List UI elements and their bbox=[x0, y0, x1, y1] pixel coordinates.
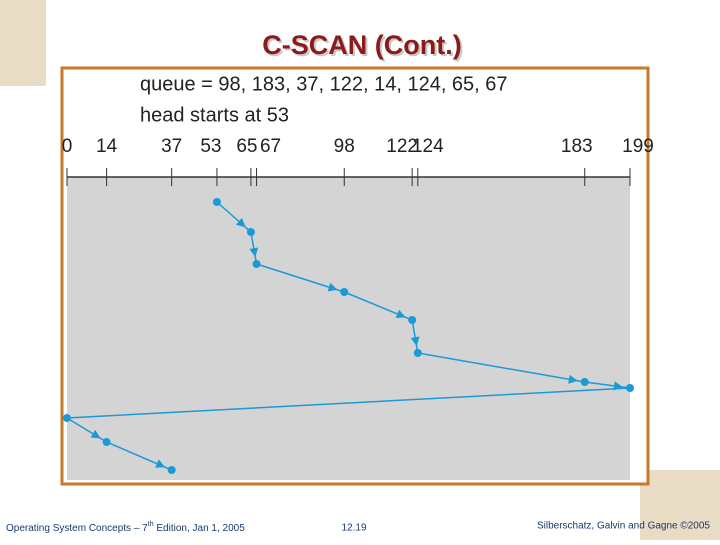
footer-left-sup: th bbox=[148, 521, 154, 528]
tick-label: 124 bbox=[412, 136, 444, 157]
tick-label: 122 bbox=[386, 136, 418, 157]
head-stop bbox=[63, 414, 71, 422]
footer-left-main: Operating System Concepts – 7 bbox=[6, 523, 148, 534]
footer-center: 12.19 bbox=[341, 523, 366, 534]
tick-label: 67 bbox=[260, 136, 281, 157]
head-stop bbox=[252, 260, 261, 268]
title-shadow: C-SCAN (Cont.) bbox=[264, 32, 463, 62]
footer-right: Silberschatz, Galvin and Gagne ©2005 bbox=[537, 521, 710, 532]
arrow-head bbox=[568, 374, 578, 384]
footer-left: Operating System Concepts – 7th Edition,… bbox=[6, 521, 245, 534]
head-stop bbox=[102, 438, 111, 446]
head-stop bbox=[580, 378, 589, 386]
head-stop bbox=[212, 198, 221, 206]
tick-label: 98 bbox=[334, 136, 355, 157]
head-stop bbox=[408, 316, 417, 324]
head-label: head starts at 53 bbox=[140, 104, 289, 126]
head-stop bbox=[413, 349, 422, 357]
figure-area bbox=[67, 177, 630, 480]
tick-label: 65 bbox=[236, 136, 257, 157]
tick-label: 14 bbox=[96, 136, 118, 157]
tick-label: 183 bbox=[561, 136, 593, 157]
head-stop bbox=[340, 288, 349, 296]
queue-label: queue = 98, 183, 37, 122, 14, 124, 65, 6… bbox=[140, 73, 508, 95]
tick-label: 53 bbox=[200, 136, 221, 157]
arrow-head bbox=[613, 381, 624, 391]
arrow-head bbox=[90, 429, 101, 439]
head-stop bbox=[626, 384, 634, 392]
arrow-head bbox=[235, 218, 246, 228]
tick-label: 37 bbox=[161, 136, 182, 157]
arrow-head bbox=[395, 309, 406, 319]
title: C-SCAN (Cont.) bbox=[262, 30, 461, 60]
corner-image bbox=[640, 470, 720, 540]
arrow-head bbox=[249, 247, 259, 258]
head-stop bbox=[167, 466, 176, 474]
arrow-head bbox=[155, 459, 166, 468]
arrow-head bbox=[327, 282, 338, 292]
corner-image bbox=[0, 0, 46, 86]
tick-label: 0 bbox=[62, 136, 73, 157]
head-stop bbox=[246, 228, 255, 236]
footer-left-rest: Edition, Jan 1, 2005 bbox=[154, 523, 246, 534]
arrow-head bbox=[410, 336, 420, 347]
tick-label: 199 bbox=[622, 136, 654, 157]
